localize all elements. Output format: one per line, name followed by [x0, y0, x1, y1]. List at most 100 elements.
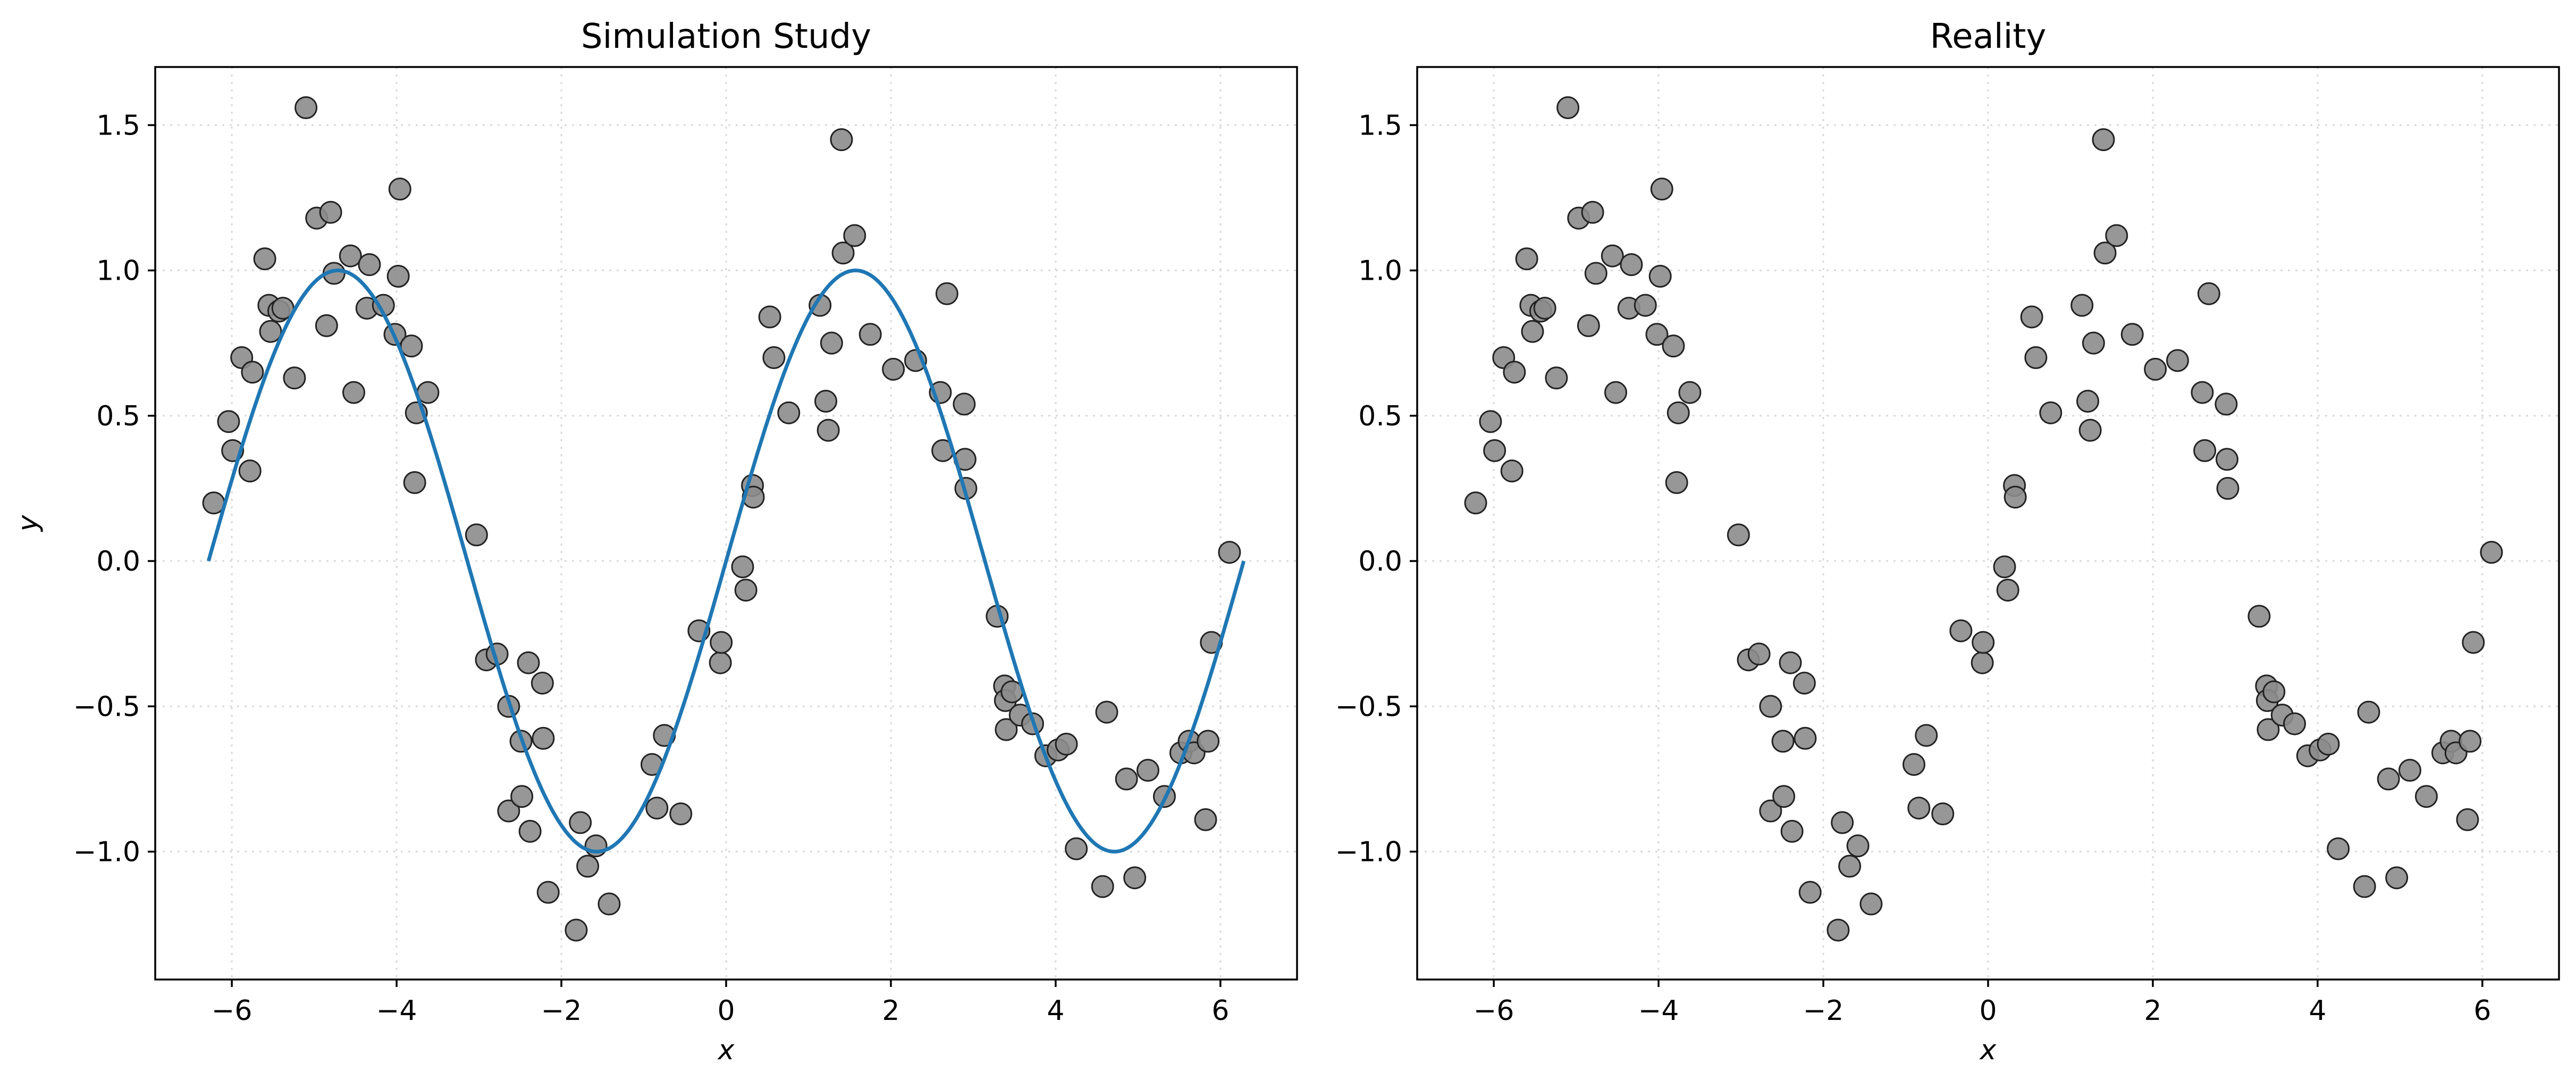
data-point [645, 797, 669, 820]
data-point [1601, 244, 1624, 267]
data-point [2070, 294, 2094, 317]
data-point [565, 918, 588, 942]
data-point [386, 264, 410, 288]
data-point [1771, 730, 1795, 753]
panel-simulation-study: −6 −4 −2 0 2 4 6 −1.0 −0.5 0.0 0.5 1.0 1.5 Simulation… [12, 17, 1298, 1066]
y-tick-label: 1.5 [1358, 110, 1402, 141]
data-point [1972, 631, 1995, 654]
data-point [536, 881, 560, 904]
data-point [1515, 247, 1538, 271]
data-point [2414, 785, 2438, 808]
data-point [2247, 605, 2271, 628]
data-point [1798, 881, 1822, 904]
x-tick-label: 0 [1979, 995, 1997, 1027]
data-point [217, 410, 240, 433]
data-point [2283, 712, 2306, 735]
data-point [1949, 619, 1973, 642]
data-point [1645, 323, 1669, 346]
data-point [2003, 486, 2027, 509]
data-point [2092, 128, 2115, 152]
data-point [2357, 700, 2380, 724]
x-tick-label: 2 [882, 995, 899, 1027]
data-point [995, 718, 1018, 741]
data-point [259, 320, 282, 343]
data-point [1678, 381, 1702, 404]
data-point [1794, 726, 1817, 750]
data-point [1971, 651, 1994, 674]
panel-reality: −6 −4 −2 0 2 4 6 −1.0 −0.5 0.0 0.5 1.0 1.5 Reality x [1335, 17, 2560, 1066]
y-tick-label: −1.0 [1335, 836, 1402, 868]
data-point [497, 799, 520, 823]
data-point [2257, 718, 2280, 741]
data-point [1826, 918, 1850, 942]
data-point [1604, 381, 1627, 404]
data-point [1859, 892, 1883, 916]
data-point [1503, 361, 1526, 384]
data-point [816, 419, 840, 442]
data-point [1581, 200, 1604, 224]
data-point [2385, 866, 2409, 890]
data-point [1620, 253, 1643, 277]
y-tick-label: 1.0 [96, 255, 140, 287]
data-point [1666, 401, 1690, 424]
data-point [2105, 224, 2128, 247]
data-point [342, 381, 365, 404]
data-point [882, 357, 905, 381]
data-point [2480, 541, 2503, 564]
data-point [403, 471, 426, 494]
data-point [1115, 767, 1138, 791]
data-point [1846, 834, 1870, 858]
data-point [1136, 759, 1159, 782]
data-point [283, 366, 306, 390]
x-tick-label: −6 [1474, 995, 1514, 1027]
data-point [1197, 730, 1220, 753]
x-tick-label: −4 [1638, 995, 1679, 1027]
data-point [830, 128, 853, 152]
data-point [935, 282, 958, 305]
data-point [1779, 651, 1802, 674]
data-point [1123, 866, 1147, 890]
x-tick-label: 6 [2473, 995, 2491, 1027]
data-point [2317, 732, 2340, 756]
data-point [294, 96, 318, 120]
data-point [1792, 672, 1816, 695]
data-point [777, 401, 801, 424]
data-point [1915, 724, 1938, 747]
data-point [709, 651, 732, 674]
data-point [2082, 331, 2105, 355]
data-point [1545, 366, 1568, 390]
chart-title-reality: Reality [1930, 17, 2047, 56]
data-point [2020, 305, 2043, 329]
y-tick-label: 1.0 [1358, 255, 1402, 287]
data-point [518, 819, 542, 843]
data-point [2166, 349, 2189, 372]
data-point [339, 244, 362, 267]
x-tick-label: 0 [717, 995, 735, 1027]
chart-title-simulation-study: Simulation Study [581, 17, 871, 56]
data-point [1907, 797, 1931, 820]
plot-area [202, 96, 1246, 942]
x-axis-label: x [1979, 1034, 1997, 1066]
data-point [2462, 631, 2485, 654]
data-point [1556, 96, 1580, 120]
data-point [953, 392, 976, 416]
data-point [1665, 471, 1688, 494]
x-tick-label: 4 [2309, 995, 2326, 1027]
data-point [2215, 448, 2238, 471]
data-point [388, 178, 411, 201]
data-point [734, 579, 757, 602]
data-point [1759, 799, 1782, 823]
data-point [820, 331, 843, 355]
data-point [2398, 759, 2421, 782]
data-point [731, 555, 754, 579]
data-point [2191, 381, 2214, 404]
data-point [241, 361, 264, 384]
data-point [2327, 837, 2350, 860]
data-point [2193, 439, 2217, 462]
data-point [517, 651, 540, 674]
data-point [831, 241, 855, 265]
data-point [1584, 262, 1607, 285]
data-point [576, 855, 600, 878]
data-point [1650, 178, 1673, 201]
